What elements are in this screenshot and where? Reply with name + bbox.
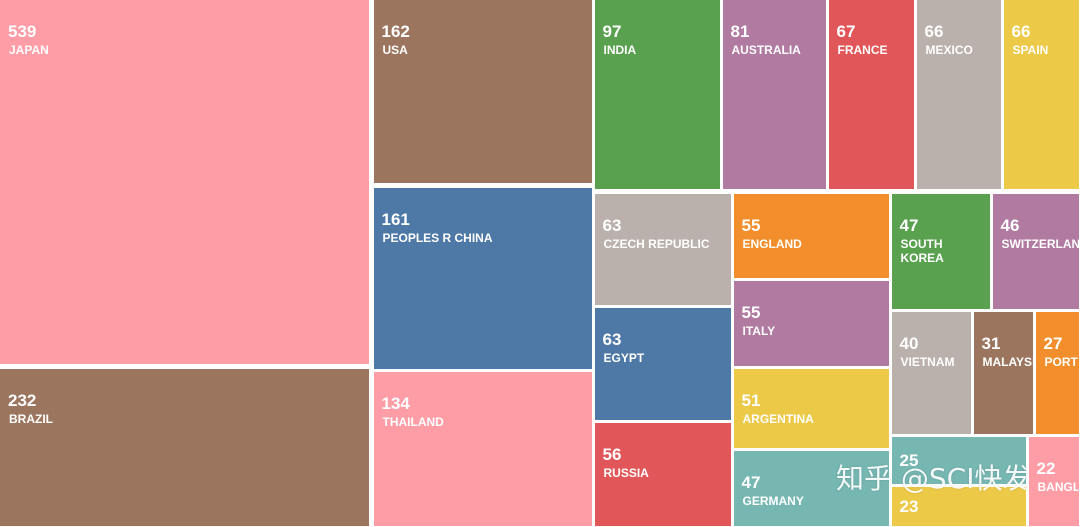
tile-label: MEXICO	[925, 43, 973, 57]
tile-label: RUSSIA	[603, 465, 649, 480]
tile-value: 67	[836, 22, 856, 41]
tile-label: FRANCE	[837, 43, 888, 57]
tile-value: 66	[924, 22, 944, 41]
tile-value: 46	[1000, 215, 1020, 235]
tile-france: 67 FRANCE	[828, 0, 914, 189]
tile-value: 47	[899, 215, 919, 235]
tile-czech-republic: 63 CZECH REPUBLIC	[594, 193, 731, 305]
tile-value: 232	[8, 390, 37, 410]
tile-bangl: 22 BANGL	[1028, 436, 1079, 526]
tile-value: 162	[381, 22, 410, 41]
tile-spain: 66 SPAIN	[1003, 0, 1079, 189]
tile-malaysia: 31MALAYSIA	[973, 311, 1033, 434]
tile-japan: 539 JAPAN	[0, 0, 369, 364]
tile-label: SWITZERLAN	[1001, 236, 1079, 251]
tile-value: 66	[1011, 22, 1031, 41]
tile-value: 56	[602, 444, 622, 464]
tile-label: CZECH REPUBLIC	[603, 236, 710, 251]
tile-england: 55 ENGLAND	[733, 193, 889, 278]
tile-value: 40	[899, 333, 919, 353]
tile-label: BRAZIL	[9, 411, 53, 426]
tile-port: 27 PORT	[1035, 311, 1079, 434]
tile-value: 134	[381, 393, 410, 413]
tile-russia: 56 RUSSIA	[594, 422, 731, 526]
tile-value: 161	[381, 209, 410, 229]
tile-label: GERMANY	[742, 493, 804, 508]
tile-value: 51	[741, 390, 761, 410]
tile-australia: 81 AUSTRALIA	[722, 0, 826, 189]
tile-value: 23	[899, 496, 919, 516]
tile-thailand: 134 THAILAND	[373, 371, 592, 526]
tile-value: 47	[741, 472, 761, 492]
tile-label: PEOPLES R CHINA	[382, 230, 493, 245]
tile-value: 63	[602, 215, 622, 235]
tile-label: ENGLAND	[742, 236, 802, 251]
tile-label: THAILAND	[382, 414, 444, 429]
tile-label: PORT	[1044, 354, 1078, 369]
tile-label: INDIA	[603, 43, 637, 57]
tile-label: SOUTH KOREA	[900, 236, 944, 265]
tile-value: 31	[981, 333, 1001, 353]
tile-label: MALAYSIA	[982, 354, 1033, 369]
tile-label: JAPAN	[9, 43, 49, 57]
tile-argentina: 51 ARGENTINA	[733, 368, 889, 448]
tile-egypt: 63 EGYPT	[594, 307, 731, 420]
tile-value: 97	[602, 22, 622, 41]
tile-south-korea: 47 SOUTH KOREA	[891, 193, 990, 309]
tile-value: 55	[741, 302, 761, 322]
tile-vietnam: 40 VIETNAM	[891, 311, 971, 434]
tile-brazil: 232 BRAZIL	[0, 368, 369, 526]
tile-value: 55	[741, 215, 761, 235]
tile-label: BANGL	[1037, 479, 1079, 494]
tile-label: USA	[382, 43, 408, 57]
tile-label: ARGENTINA	[742, 411, 814, 426]
tile-label: SPAIN	[1012, 43, 1049, 57]
tile-switzerlan: 46 SWITZERLAN	[992, 193, 1079, 309]
tile-mexico: 66 MEXICO	[916, 0, 1001, 189]
tile-label: ITALY	[742, 323, 776, 338]
tile-label: AUSTRALIA	[731, 43, 801, 57]
tile-label: EGYPT	[603, 350, 645, 365]
tile-usa: 162 USA	[373, 0, 592, 183]
tile-value: 25	[899, 450, 919, 470]
tile-label: VIETNAM	[900, 354, 955, 369]
tile-germany: 47 GERMANY	[733, 450, 889, 526]
tile-value: 539	[8, 22, 37, 41]
tile-peoples-r-china: 161 PEOPLES R CHINA	[373, 187, 592, 369]
tile-value: 27	[1043, 333, 1063, 353]
tile-value-23: 23	[891, 486, 1026, 526]
tile-india: 97 INDIA	[594, 0, 720, 189]
tile-value: 22	[1036, 458, 1056, 478]
tile-value: 63	[602, 329, 622, 349]
tile-italy: 55 ITALY	[733, 280, 889, 366]
tile-value: 81	[730, 22, 750, 41]
tile-value-25: 25	[891, 436, 1026, 484]
